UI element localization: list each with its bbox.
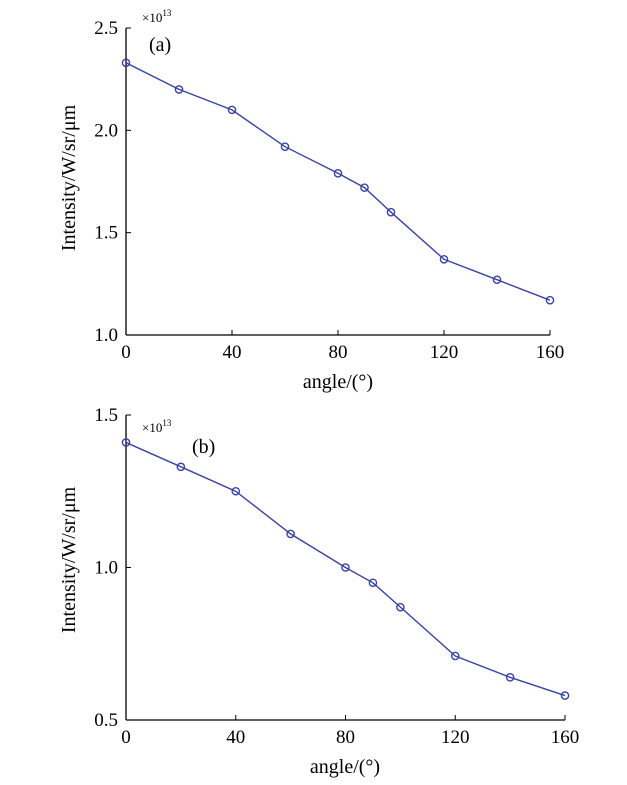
axis-ticks [125, 414, 566, 721]
data-point-marker [176, 462, 186, 472]
scale-factor-label: ×1013 [142, 8, 172, 25]
x-tick-label: 80 [336, 727, 355, 748]
chart-panel-b: ×1013 (b) angle/(°) Intensity/W/sr/μm 0 4… [58, 405, 579, 778]
x-tick-label: 0 [121, 342, 131, 363]
data-point-marker [368, 578, 378, 588]
x-axis-title: angle/(°) [310, 756, 380, 778]
y-tick-label: 2.5 [94, 18, 118, 39]
x-tick-label: 40 [226, 727, 245, 748]
chart-panel-a: ×1013 (a) angle/(°) Intensity/W/sr/μm 0 4… [58, 8, 564, 393]
data-point-marker [505, 673, 515, 682]
x-tick-label: 80 [329, 342, 348, 363]
x-tick-label: 40 [223, 342, 242, 363]
data-point-marker [396, 602, 405, 612]
data-point-marker [121, 58, 131, 68]
y-axis-title: Intensity/W/sr/μm [58, 104, 80, 251]
x-axis-title: angle/(°) [303, 371, 373, 393]
y-tick-label: 1.5 [94, 223, 118, 244]
panel-label: (a) [149, 34, 171, 56]
scale-factor-base: ×10 [142, 420, 162, 435]
x-tick-label: 160 [551, 727, 580, 748]
data-point-marker [545, 295, 555, 305]
data-point-marker [227, 105, 237, 115]
y-tick-label: 2.0 [94, 120, 118, 141]
y-tick-label: 0.5 [94, 710, 118, 731]
data-point-marker [386, 207, 396, 217]
data-point-marker [450, 651, 460, 661]
panel-label: (b) [192, 436, 215, 458]
x-tick-label: 120 [430, 342, 459, 363]
y-axis-title: Intensity/W/sr/μm [58, 486, 80, 633]
x-tick-label: 0 [121, 727, 131, 748]
data-point-marker [439, 254, 449, 264]
y-tick-label: 1.0 [94, 325, 118, 346]
scale-factor-exponent: 13 [162, 8, 172, 18]
series-markers [121, 438, 570, 700]
data-point-marker [231, 486, 241, 496]
series-line [125, 441, 566, 697]
data-point-marker [333, 169, 343, 178]
data-point-marker [121, 438, 131, 447]
scale-factor-base: ×10 [142, 10, 162, 25]
data-point-marker [341, 563, 350, 572]
data-point-marker [492, 275, 502, 285]
y-tick-label: 1.0 [94, 558, 118, 579]
x-tick-label: 120 [441, 727, 470, 748]
data-point-marker [560, 691, 570, 700]
y-tick-label: 1.5 [94, 405, 118, 426]
data-point-marker [286, 529, 295, 539]
scale-factor-exponent: 13 [162, 418, 172, 428]
x-tick-label: 160 [536, 342, 565, 363]
data-point-marker [360, 183, 369, 192]
axis-ticks [125, 27, 551, 336]
series-markers [121, 58, 555, 305]
series-line [125, 62, 551, 301]
data-point-marker [174, 85, 184, 94]
scale-factor-label: ×1013 [142, 418, 172, 435]
data-point-marker [280, 142, 290, 152]
